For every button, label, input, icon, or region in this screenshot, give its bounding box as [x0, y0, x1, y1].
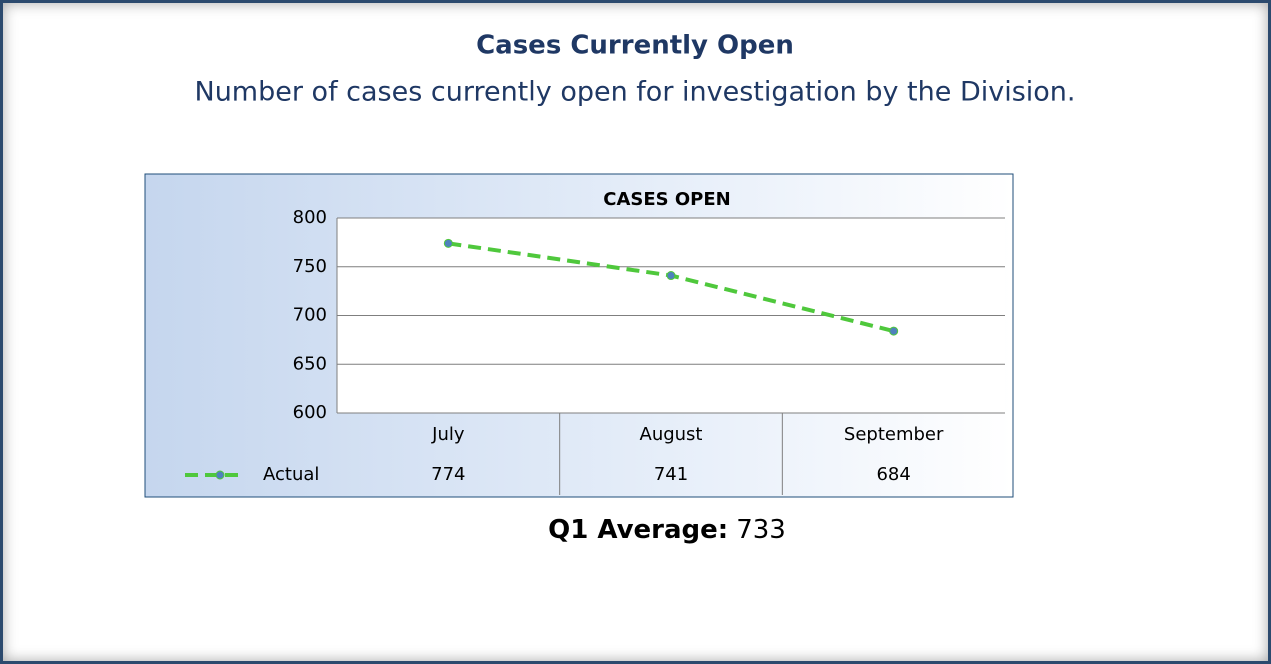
point	[666, 271, 676, 281]
y-tick-label: 600	[293, 402, 327, 423]
chart-title: CASES OPEN	[603, 189, 731, 210]
point	[889, 326, 899, 336]
page-subtitle: Number of cases currently open for inves…	[195, 77, 1076, 108]
y-tick-label: 700	[293, 305, 327, 326]
x-tick-label: July	[431, 424, 465, 445]
chart: 600 650 700 750 800 July August September Actual…	[185, 207, 1005, 495]
y-tick-label: 750	[293, 256, 327, 277]
summary-label: Q1 Average:	[548, 515, 728, 545]
table-value: 684	[876, 464, 910, 485]
y-tick-label: 800	[293, 207, 327, 228]
x-tick-label: September	[844, 424, 944, 445]
table-value: 741	[654, 464, 688, 485]
legend-marker	[215, 470, 225, 480]
page-title: Cases Currently Open	[476, 31, 794, 61]
y-tick-label: 650	[293, 353, 327, 374]
summary-value: 733	[736, 515, 786, 545]
x-tick-label: August	[640, 424, 703, 445]
document: Cases Currently Open Number of cases cur…	[144, 31, 1076, 545]
table-value: 774	[431, 464, 465, 485]
legend-label: Actual	[263, 464, 319, 485]
point	[443, 238, 453, 248]
summary: Q1 Average: 733	[548, 515, 786, 545]
